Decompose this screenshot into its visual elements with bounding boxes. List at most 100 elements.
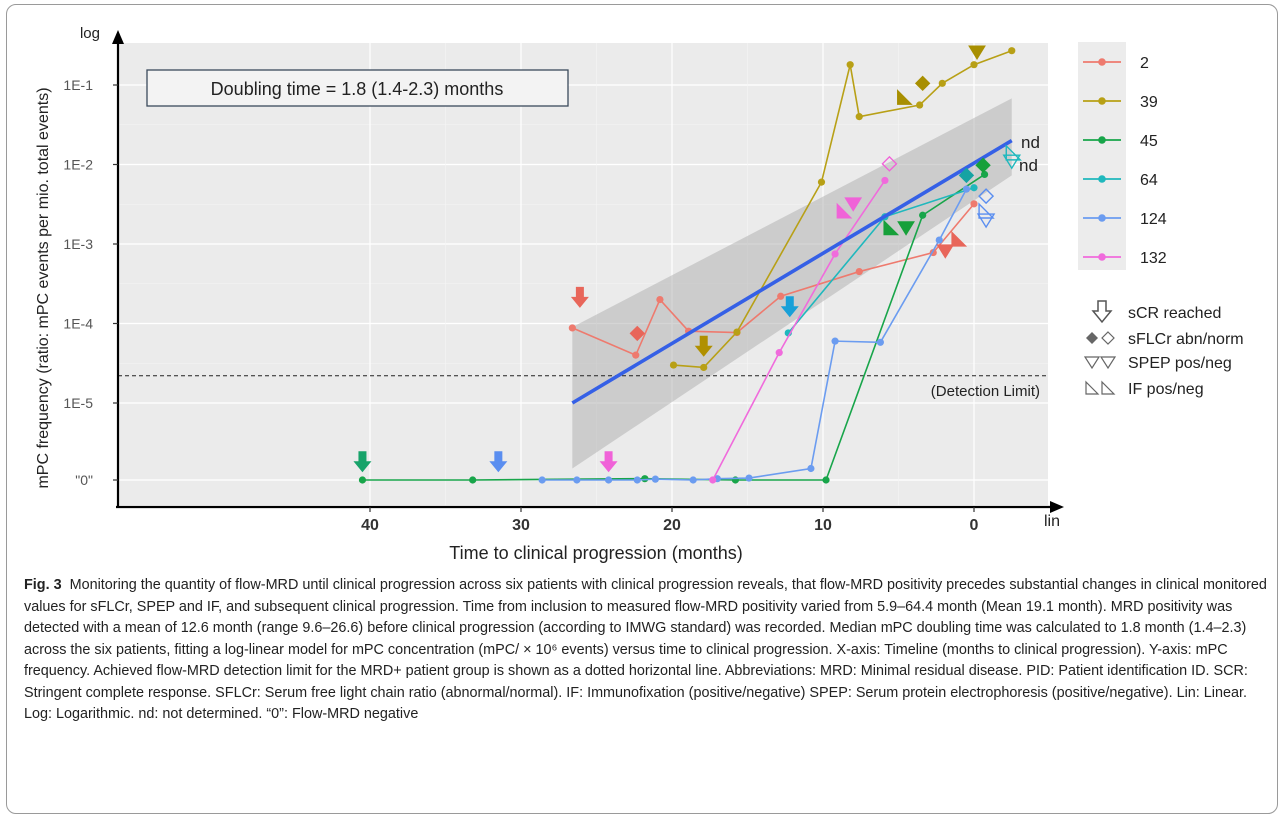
spep-pos-marker-icon bbox=[897, 221, 915, 236]
sflcr-abn-marker-icon bbox=[914, 75, 931, 92]
if-neg-marker-icon bbox=[978, 202, 995, 219]
figure-caption: Fig. 3 Monitoring the quantity of flow-MR… bbox=[24, 575, 1269, 726]
data-point-45 bbox=[919, 211, 927, 219]
data-point-45 bbox=[641, 475, 649, 483]
data-point-39 bbox=[817, 178, 826, 186]
sflcr-abn-icon bbox=[1086, 332, 1098, 344]
legend-symbol-if bbox=[1085, 380, 1116, 395]
nd-label: nd bbox=[1019, 156, 1038, 175]
legend-symbol-label-scr: sCR reached bbox=[1128, 305, 1221, 322]
legend-dot-132 bbox=[1098, 253, 1106, 261]
data-point-124 bbox=[962, 185, 971, 193]
data-point-39 bbox=[938, 79, 946, 87]
legend-symbol-label-if: IF pos/neg bbox=[1128, 381, 1204, 398]
x-tick-label: 20 bbox=[663, 517, 681, 534]
sflcr-abn-marker-icon bbox=[958, 167, 975, 184]
legend-label-2: 2 bbox=[1140, 55, 1149, 72]
scr-marker-icon bbox=[489, 451, 508, 473]
data-point-124 bbox=[573, 476, 581, 484]
legend-label-64: 64 bbox=[1140, 172, 1158, 189]
legend-symbol-label-spep: SPEP pos/neg bbox=[1128, 355, 1232, 372]
if-neg-marker-icon bbox=[1005, 144, 1022, 161]
data-point-124 bbox=[651, 475, 659, 483]
y-tick-label: "0" bbox=[75, 472, 93, 488]
figure-frame bbox=[6, 4, 1278, 814]
legend-dot-2 bbox=[1098, 58, 1106, 66]
nd-label: nd bbox=[1021, 133, 1040, 152]
x-tick-label: 30 bbox=[512, 517, 530, 534]
data-point-132 bbox=[831, 250, 839, 258]
y-tick-label: 1E-5 bbox=[63, 395, 93, 411]
data-point-124 bbox=[689, 476, 697, 484]
legend-label-45: 45 bbox=[1140, 133, 1158, 150]
x-axis-scale-tag: lin bbox=[1044, 513, 1060, 530]
data-point-39 bbox=[916, 101, 924, 109]
data-point-39 bbox=[669, 361, 678, 369]
series-line-132 bbox=[712, 180, 886, 481]
legend-symbol-label-sflcr: sFLCr abn/norm bbox=[1128, 331, 1244, 348]
data-point-124 bbox=[831, 337, 839, 345]
sflcr-norm-marker-icon bbox=[881, 155, 898, 172]
y-tick-label: 1E-3 bbox=[63, 236, 93, 252]
data-point-39 bbox=[700, 363, 708, 372]
data-point-45 bbox=[358, 476, 367, 484]
legend-label-124: 124 bbox=[1140, 211, 1167, 228]
legend-dot-45 bbox=[1098, 136, 1106, 144]
figure-label: Fig. 3 bbox=[24, 577, 62, 593]
if-pos-icon bbox=[1085, 380, 1100, 395]
scr-arrow-icon bbox=[1091, 300, 1113, 324]
scr-marker-icon bbox=[599, 451, 618, 473]
regression-line bbox=[571, 139, 1013, 405]
doubling-time-box bbox=[146, 69, 569, 107]
if-pos-marker-icon bbox=[951, 230, 968, 247]
data-point-124 bbox=[935, 236, 943, 244]
y-axis-arrow-icon bbox=[112, 30, 124, 44]
if-pos-marker-icon bbox=[897, 89, 913, 105]
x-axis-title: Time to clinical progression (months) bbox=[449, 543, 742, 563]
data-point-45 bbox=[469, 476, 477, 484]
scr-marker-icon bbox=[694, 335, 713, 357]
sflcr-abn-marker-icon bbox=[629, 325, 645, 342]
data-point-2 bbox=[632, 351, 640, 359]
scr-marker-icon bbox=[353, 451, 372, 473]
if-neg-icon bbox=[1101, 380, 1116, 395]
data-point-39 bbox=[1008, 47, 1016, 55]
legend-key-background bbox=[1078, 42, 1126, 270]
y-tick-label: 1E-1 bbox=[63, 77, 93, 93]
data-point-132 bbox=[881, 176, 889, 185]
data-point-39 bbox=[733, 328, 741, 336]
legend-dot-64 bbox=[1098, 175, 1106, 183]
data-point-132 bbox=[709, 476, 717, 484]
y-tick-label: 1E-4 bbox=[63, 316, 93, 332]
data-point-124 bbox=[745, 474, 753, 482]
sflcr-norm-marker-icon bbox=[978, 188, 995, 205]
data-point-124 bbox=[604, 476, 613, 484]
x-tick-label: 0 bbox=[970, 517, 979, 534]
data-point-124 bbox=[633, 476, 641, 484]
data-point-124 bbox=[807, 464, 815, 473]
data-point-2 bbox=[970, 200, 978, 208]
scr-marker-icon bbox=[780, 296, 799, 318]
legend-dot-124 bbox=[1098, 214, 1106, 222]
scr-marker-icon bbox=[570, 286, 589, 308]
spep-neg-marker-icon bbox=[1002, 154, 1022, 170]
if-pos-marker-icon bbox=[883, 219, 900, 236]
data-point-2 bbox=[855, 267, 863, 276]
spep-neg-icon bbox=[1099, 356, 1117, 370]
legend-label-132: 132 bbox=[1140, 250, 1167, 267]
data-point-124 bbox=[876, 338, 884, 346]
spep-pos-marker-icon bbox=[968, 45, 986, 60]
confidence-band bbox=[572, 98, 1012, 469]
data-point-39 bbox=[855, 113, 863, 121]
series-line-39 bbox=[673, 49, 1013, 369]
doubling-time-label: Doubling time = 1.8 (1.4-2.3) months bbox=[211, 79, 504, 99]
x-axis-arrow-icon bbox=[1050, 501, 1064, 513]
data-point-64 bbox=[970, 184, 978, 192]
y-axis-title: mPC frequency (ratio: mPC events per mio… bbox=[35, 87, 52, 488]
data-point-39 bbox=[846, 61, 854, 69]
data-point-45 bbox=[980, 170, 989, 179]
spep-pos-marker-icon bbox=[936, 244, 955, 259]
x-tick-label: 10 bbox=[814, 517, 832, 534]
y-tick-label: 1E-2 bbox=[63, 157, 93, 173]
data-point-132 bbox=[775, 349, 783, 357]
